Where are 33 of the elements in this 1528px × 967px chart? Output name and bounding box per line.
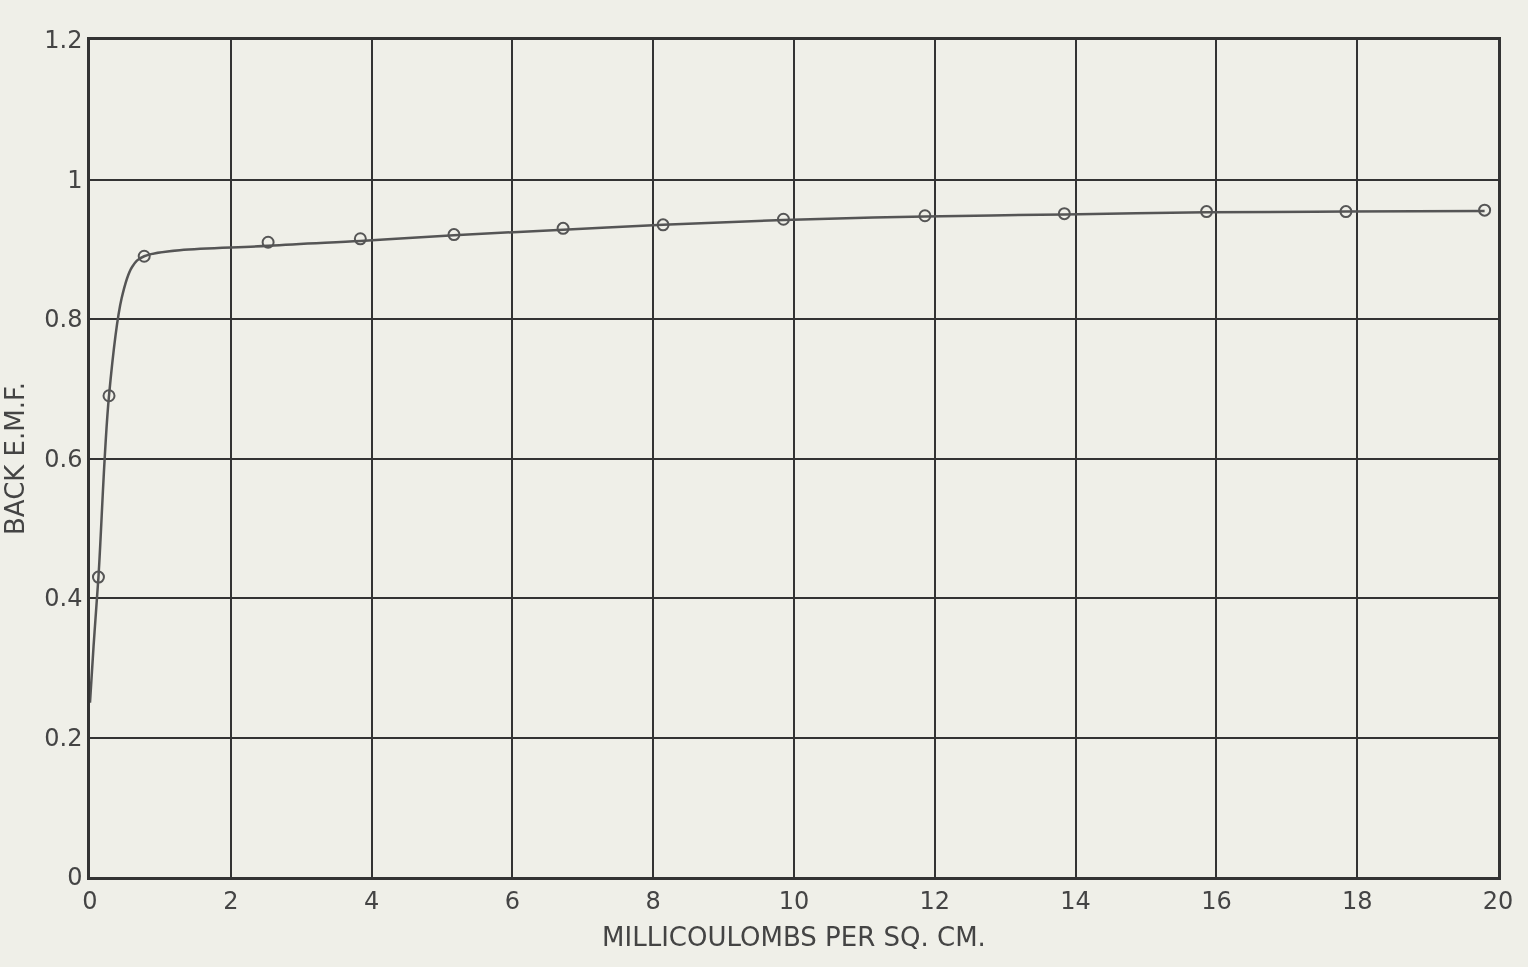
x-tick-label: 12	[919, 886, 951, 915]
point	[353, 232, 367, 246]
y-tick-label: 0.2	[44, 723, 83, 752]
x-tick-label: 2	[223, 886, 239, 915]
point	[556, 221, 570, 235]
x-tick-label: 18	[1341, 886, 1373, 915]
point	[656, 218, 670, 232]
x-tick-label: 6	[504, 886, 521, 915]
point	[102, 389, 116, 403]
point	[1200, 205, 1214, 219]
point	[91, 570, 105, 584]
x-tick-label: 14	[1060, 886, 1091, 915]
point	[1339, 205, 1353, 219]
point	[776, 212, 790, 226]
x-tick-label: 4	[363, 886, 380, 915]
y-tick-label: 0.4	[44, 584, 83, 613]
y-axis-title: BACK E.M.F.	[0, 381, 30, 536]
x-tick-label: 8	[645, 886, 661, 915]
point	[137, 249, 151, 263]
y-tick-label: 1	[67, 165, 83, 194]
point	[1057, 207, 1071, 221]
x-axis-title: MILLICOULOMBS PER SQ. CM.	[602, 922, 986, 953]
x-tick-label: 10	[778, 886, 810, 915]
x-tick-label: 20	[1482, 886, 1514, 915]
point	[261, 235, 275, 249]
point	[447, 228, 461, 242]
y-tick-label: 0	[67, 863, 83, 892]
y-tick-label: 0.6	[44, 444, 83, 473]
x-tick-label: 16	[1201, 886, 1232, 915]
y-tick-label: 1.2	[44, 26, 83, 55]
point	[918, 209, 932, 223]
y-tick-label: 0.8	[44, 305, 83, 334]
point	[1478, 203, 1492, 217]
